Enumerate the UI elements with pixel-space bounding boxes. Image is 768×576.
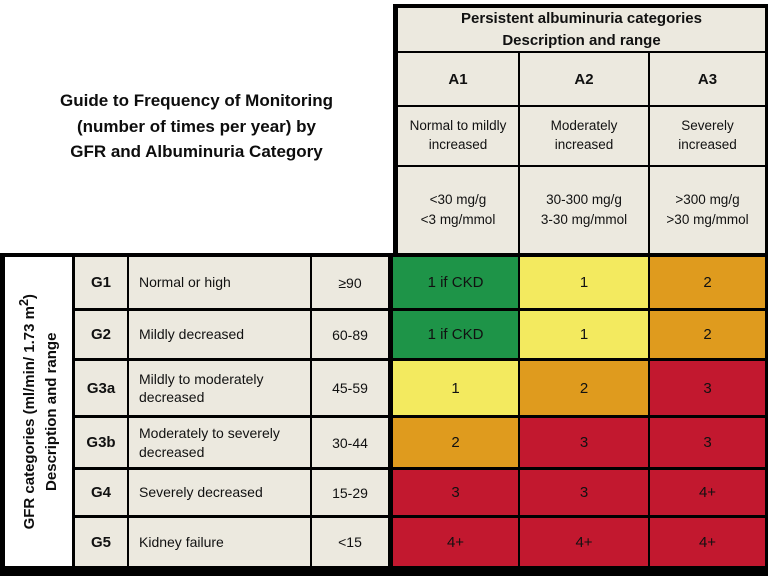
heatmap-cell-g3b-a3: 3 bbox=[650, 418, 768, 470]
heatmap-cell-g3b-a1: 2 bbox=[393, 418, 520, 470]
albuminuria-desc-a1: Normal to mildly increased bbox=[398, 107, 520, 167]
gfr-code-g5: G5 bbox=[75, 518, 129, 566]
albuminuria-range-a3-mgmmol: >30 mg/mmol bbox=[666, 212, 749, 227]
gfr-range-g3b: 30-44 bbox=[312, 418, 393, 470]
heatmap-cell-g4-a3: 4+ bbox=[650, 470, 768, 518]
gfr-range-g5: <15 bbox=[312, 518, 393, 566]
albuminuria-desc-a2: Moderately increased bbox=[520, 107, 650, 167]
albuminuria-header-line2: Description and range bbox=[502, 31, 661, 49]
gfr-desc-g2: Mildly decreased bbox=[129, 311, 312, 361]
heatmap-cell-g1-a1: 1 if CKD bbox=[393, 257, 520, 311]
heatmap-cell-g1-a3: 2 bbox=[650, 257, 768, 311]
figure-title-line3: GFR and Albuminuria Category bbox=[70, 142, 323, 162]
heatmap-cell-g3a-a2: 2 bbox=[520, 361, 650, 418]
figure-title: Guide to Frequency of Monitoring (number… bbox=[60, 88, 333, 165]
heatmap-cell-g1-a2: 1 bbox=[520, 257, 650, 311]
albuminuria-header: Persistent albuminuria categories Descri… bbox=[398, 8, 765, 53]
albuminuria-header-line1: Persistent albuminuria categories bbox=[461, 9, 702, 27]
albuminuria-desc-a3: Severely increased bbox=[650, 107, 765, 167]
gfr-desc-g3a: Mildly to moderately decreased bbox=[129, 361, 312, 418]
albuminuria-range-a2-mgg: 30-300 mg/g bbox=[546, 191, 622, 207]
albuminuria-range-a1: <30 mg/g <3 mg/mmol bbox=[398, 167, 520, 253]
figure-title-line2: (number of times per year) by bbox=[76, 116, 316, 136]
gfr-range-g1: ≥90 bbox=[312, 257, 393, 311]
gfr-axis-label-line1: GFR categories (ml/min/ 1.73 m2) bbox=[16, 293, 38, 530]
heatmap-cell-g4-a2: 3 bbox=[520, 470, 650, 518]
heatmap-cell-g3a-a1: 1 bbox=[393, 361, 520, 418]
heatmap-cell-g3b-a2: 3 bbox=[520, 418, 650, 470]
albuminuria-code-a2: A2 bbox=[520, 53, 650, 107]
figure-title-line1: Guide to Frequency of Monitoring bbox=[60, 91, 333, 111]
albuminuria-range-a2-mgmmol: 3-30 mg/mmol bbox=[540, 212, 628, 227]
albuminuria-range-a3-mgg: >300 mg/g bbox=[675, 191, 740, 207]
heatmap-cell-g2-a1: 1 if CKD bbox=[393, 311, 520, 361]
albuminuria-range-a2: 30-300 mg/g 3-30 mg/mmol bbox=[520, 167, 650, 253]
bottom-border-bar bbox=[0, 566, 768, 576]
heatmap-cell-g5-a2: 4+ bbox=[520, 518, 650, 566]
gfr-desc-g4: Severely decreased bbox=[129, 470, 312, 518]
gfr-desc-g5: Kidney failure bbox=[129, 518, 312, 566]
albuminuria-range-a1-mgmmol: <3 mg/mmol bbox=[420, 212, 496, 227]
gfr-code-g3a: G3a bbox=[75, 361, 129, 418]
heatmap-cell-g4-a1: 3 bbox=[393, 470, 520, 518]
gfr-categories-table: GFR categories (ml/min/ 1.73 m2) Descrip… bbox=[0, 253, 768, 570]
heatmap-cell-g5-a3: 4+ bbox=[650, 518, 768, 566]
gfr-axis-label-line2: Description and range bbox=[42, 332, 60, 491]
gfr-axis-label: GFR categories (ml/min/ 1.73 m2) Descrip… bbox=[0, 257, 75, 566]
gfr-range-g4: 15-29 bbox=[312, 470, 393, 518]
gfr-range-g2: 60-89 bbox=[312, 311, 393, 361]
gfr-desc-g3b: Moderately to severely decreased bbox=[129, 418, 312, 470]
heatmap-cell-g2-a3: 2 bbox=[650, 311, 768, 361]
albuminuria-categories-table: Persistent albuminuria categories Descri… bbox=[393, 4, 768, 253]
gfr-code-g4: G4 bbox=[75, 470, 129, 518]
figure-title-area: Guide to Frequency of Monitoring (number… bbox=[0, 0, 393, 253]
heatmap-cell-g3a-a3: 3 bbox=[650, 361, 768, 418]
albuminuria-code-a3: A3 bbox=[650, 53, 765, 107]
gfr-code-g1: G1 bbox=[75, 257, 129, 311]
gfr-code-g3b: G3b bbox=[75, 418, 129, 470]
gfr-axis-label-text: GFR categories (ml/min/ 1.73 m2) Descrip… bbox=[15, 294, 63, 529]
albuminuria-code-a1: A1 bbox=[398, 53, 520, 107]
gfr-range-g3a: 45-59 bbox=[312, 361, 393, 418]
gfr-code-g2: G2 bbox=[75, 311, 129, 361]
albuminuria-range-a3: >300 mg/g >30 mg/mmol bbox=[650, 167, 765, 253]
gfr-desc-g1: Normal or high bbox=[129, 257, 312, 311]
albuminuria-range-a1-mgg: <30 mg/g bbox=[429, 191, 487, 207]
heatmap-cell-g2-a2: 1 bbox=[520, 311, 650, 361]
heatmap-cell-g5-a1: 4+ bbox=[393, 518, 520, 566]
